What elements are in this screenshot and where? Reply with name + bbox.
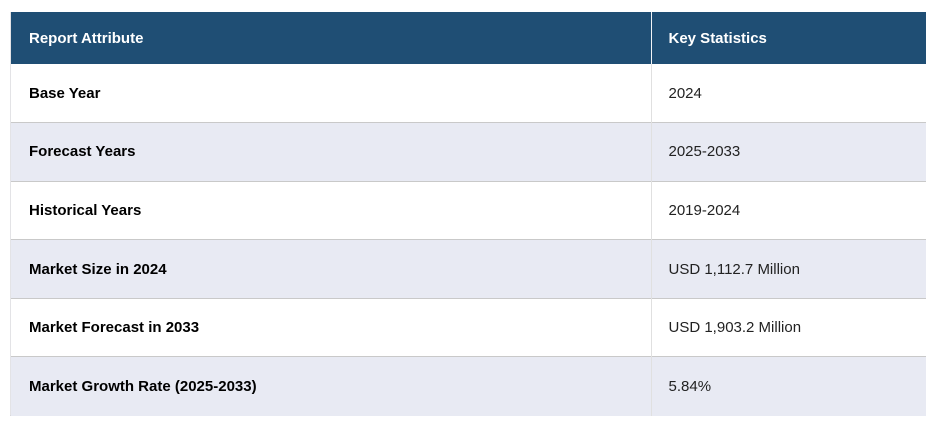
report-statistics-table: Report Attribute Key Statistics Base Yea… bbox=[10, 12, 926, 416]
attribute-cell: Market Growth Rate (2025-2033) bbox=[11, 356, 651, 416]
table-header: Report Attribute Key Statistics bbox=[11, 12, 926, 64]
table-row-forecast-years: Forecast Years 2025-2033 bbox=[11, 122, 926, 182]
table-row-market-forecast: Market Forecast in 2033 USD 1,903.2 Mill… bbox=[11, 297, 926, 357]
value-cell: USD 1,112.7 Million bbox=[650, 239, 926, 299]
table-row-market-size: Market Size in 2024 USD 1,112.7 Million bbox=[11, 239, 926, 299]
attribute-cell: Forecast Years bbox=[11, 122, 651, 182]
table-body: Base Year 2024 Forecast Years 2025-2033 … bbox=[11, 64, 926, 416]
column-header-key-statistics: Key Statistics bbox=[650, 12, 926, 64]
table-row-base-year: Base Year 2024 bbox=[11, 64, 926, 123]
header-row: Report Attribute Key Statistics bbox=[11, 12, 926, 64]
column-header-report-attribute: Report Attribute bbox=[11, 12, 651, 64]
table-row-historical-years: Historical Years 2019-2024 bbox=[11, 180, 926, 240]
attribute-cell: Market Size in 2024 bbox=[11, 239, 651, 299]
table-row-growth-rate: Market Growth Rate (2025-2033) 5.84% bbox=[11, 356, 926, 416]
value-cell: 5.84% bbox=[650, 356, 926, 416]
attribute-cell: Market Forecast in 2033 bbox=[11, 297, 651, 357]
value-cell: USD 1,903.2 Million bbox=[650, 297, 926, 357]
stats-table: Report Attribute Key Statistics Base Yea… bbox=[11, 12, 926, 416]
attribute-cell: Historical Years bbox=[11, 180, 651, 240]
value-cell: 2024 bbox=[650, 64, 926, 123]
value-cell: 2019-2024 bbox=[650, 180, 926, 240]
attribute-cell: Base Year bbox=[11, 64, 651, 123]
value-cell: 2025-2033 bbox=[650, 122, 926, 182]
